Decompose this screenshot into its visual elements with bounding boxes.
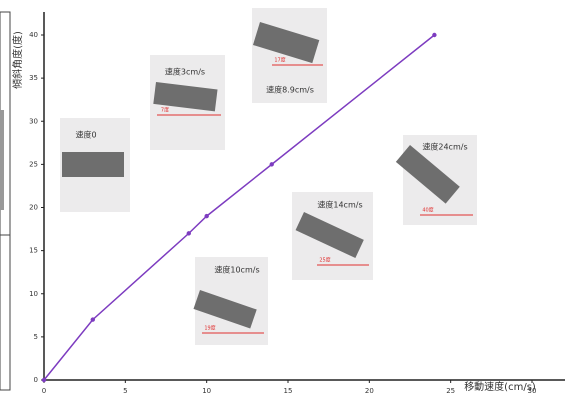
x-tick-label: 20	[365, 387, 374, 395]
inset-label: 速度0	[75, 130, 96, 140]
x-tick-label: 30	[528, 387, 537, 395]
inset-angle: 7度	[161, 107, 169, 114]
inset-strip	[62, 152, 124, 177]
point	[204, 213, 209, 219]
y-tick-label: 30	[29, 117, 38, 125]
inset: 速度10cm/s 19度	[193, 257, 268, 345]
inset-strip	[193, 290, 257, 329]
inset: 速度8.9cm/s 17度	[252, 8, 327, 103]
inset-label: 速度8.9cm/s	[266, 85, 314, 95]
point	[432, 32, 437, 38]
side-panel-image	[0, 110, 4, 210]
y-axis-title: 傾斜角度(度)	[11, 31, 24, 89]
inset-strip	[153, 82, 218, 112]
x-tick-label: 10	[202, 387, 211, 395]
inset-strip	[295, 212, 364, 259]
inset-label: 速度24cm/s	[422, 142, 467, 152]
inset: 速度14cm/s 25度	[292, 192, 373, 280]
point	[186, 231, 191, 236]
inset-label: 速度3cm/s	[165, 67, 205, 77]
side-panel	[0, 11, 11, 391]
x-tick-label: 5	[123, 387, 127, 395]
y-tick-label: 40	[29, 31, 38, 39]
point	[269, 162, 274, 167]
y-tick-label: 0	[34, 376, 38, 384]
point	[41, 377, 47, 383]
x-tick-label: 15	[284, 387, 293, 395]
point	[90, 317, 96, 322]
y-tick-label: 5	[34, 333, 38, 341]
inset: 速度3cm/s 7度	[150, 55, 225, 150]
y-tick-label: 10	[29, 290, 38, 298]
inset: 速度0	[60, 118, 130, 212]
series-line	[43, 34, 435, 381]
inset-label: 速度10cm/s	[214, 265, 259, 275]
y-tick-label: 25	[29, 160, 38, 168]
inset-angle: 19度	[204, 325, 215, 332]
x-tick-label: 25	[446, 387, 455, 395]
x-axis-title: 移動速度(cm/s)	[464, 380, 536, 393]
y-tick-label: 20	[29, 204, 38, 212]
inset-strip	[252, 22, 320, 64]
y-tick-label: 35	[29, 74, 38, 82]
x-tick-label: 0	[42, 387, 46, 395]
inset-strip	[395, 145, 460, 204]
inset-angle: 17度	[274, 57, 285, 64]
inset-angle: 25度	[319, 257, 330, 264]
y-tick-label: 15	[29, 247, 38, 255]
inset-angle: 40度	[422, 207, 433, 214]
inset-label: 速度14cm/s	[317, 200, 362, 210]
inset: 速度24cm/s 40度	[395, 135, 477, 225]
